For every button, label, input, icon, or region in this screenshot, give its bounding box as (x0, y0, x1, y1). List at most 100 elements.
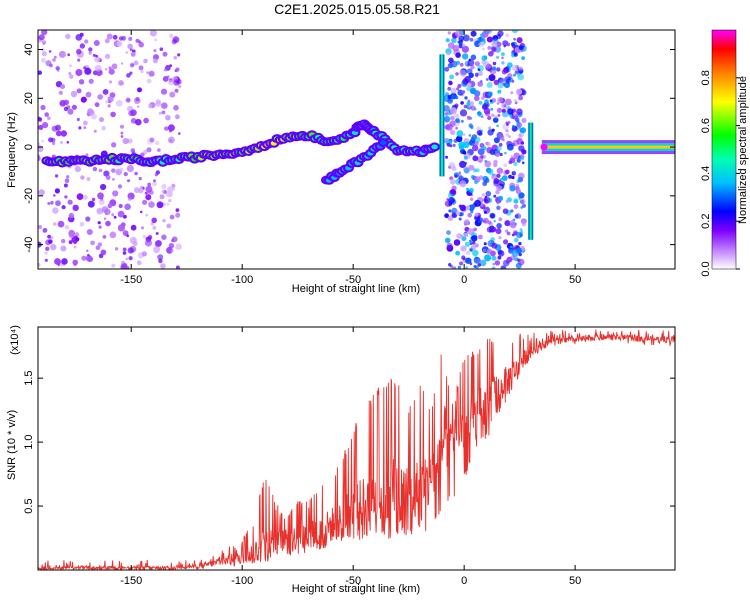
noise-blob (444, 66, 450, 72)
noise-blob (469, 101, 475, 106)
noise-blob (459, 109, 468, 117)
noise-blob (459, 62, 464, 67)
noise-blob (459, 261, 464, 266)
snr-y-label: SNR (10 * v/v) (6, 410, 18, 480)
noise-blob (501, 61, 505, 65)
x-tick-label: -50 (345, 274, 361, 286)
noise-blob (452, 45, 460, 52)
noise-blob (450, 179, 456, 185)
noise-blob (510, 110, 513, 113)
noise-blob (38, 117, 43, 122)
noise-blob (447, 63, 453, 69)
noise-blob (516, 231, 523, 239)
noise-blob (449, 107, 457, 115)
noise-blob (521, 117, 527, 123)
noise-blob (122, 138, 129, 145)
noise-blob (454, 174, 458, 178)
noise-blob (498, 250, 505, 257)
noise-blob (462, 43, 466, 47)
noise-blob (68, 72, 72, 75)
noise-blob (97, 208, 102, 213)
noise-blob (469, 248, 473, 252)
noise-blob (501, 52, 505, 56)
noise-blob (127, 247, 134, 254)
noise-blob (60, 130, 67, 137)
noise-blob (38, 263, 41, 267)
noise-blob (456, 233, 463, 239)
noise-blob (444, 237, 451, 244)
noise-blob (139, 210, 143, 214)
noise-blob (513, 98, 518, 103)
noise-blob (455, 72, 459, 76)
noise-blob (105, 175, 111, 181)
noise-blob (509, 157, 516, 164)
noise-blob (118, 203, 123, 209)
noise-blob (83, 66, 86, 70)
spectrogram-y-label: Frequency (Hz) (6, 112, 18, 188)
noise-blob (465, 266, 469, 269)
noise-blob (490, 250, 496, 257)
noise-blob (169, 64, 173, 68)
noise-blob (66, 175, 70, 179)
noise-blob (130, 224, 137, 231)
noise-blob (169, 33, 174, 38)
noise-blob (42, 122, 49, 129)
noise-blob (66, 141, 70, 144)
noise-blob (477, 68, 481, 71)
noise-blob (496, 55, 500, 60)
noise-region (443, 30, 527, 269)
noise-blob (507, 76, 512, 81)
noise-blob (463, 232, 469, 238)
noise-blob (470, 174, 475, 180)
noise-blob (94, 102, 100, 108)
noise-blob (44, 112, 49, 117)
noise-blob (64, 225, 70, 230)
noise-blob (482, 103, 489, 110)
colorbar-ticks: 0.0 0.2 0.4 0.6 0.8 (700, 70, 740, 277)
noise-blob (122, 230, 129, 237)
noise-blob (511, 30, 519, 34)
noise-blob (454, 113, 460, 119)
noise-blob (167, 124, 175, 132)
noise-blob (485, 190, 492, 197)
noise-blob (490, 107, 494, 111)
noise-blob (136, 105, 140, 108)
noise-blob (81, 255, 87, 261)
noise-blob (155, 140, 160, 146)
noise-blob (114, 247, 119, 251)
noise-blob (122, 251, 127, 255)
noise-blob (502, 82, 506, 87)
noise-blob (462, 150, 467, 155)
noise-blob (138, 65, 144, 71)
noise-blob (492, 66, 497, 71)
noise-blob (513, 73, 516, 77)
noise-blob (448, 57, 454, 64)
noise-blob (104, 67, 108, 71)
noise-blob (501, 102, 508, 109)
noise-blob (52, 58, 56, 62)
noise-blob (466, 187, 470, 191)
noise-blob (508, 174, 513, 179)
noise-blob (507, 121, 511, 124)
noise-blob (138, 176, 142, 181)
noise-blob (495, 228, 502, 235)
noise-blob (462, 133, 466, 137)
noise-blob (445, 48, 452, 55)
noise-blob (93, 129, 97, 133)
noise-blob (496, 167, 504, 174)
noise-blob (178, 84, 182, 89)
noise-blob (519, 127, 527, 134)
noise-blob (503, 239, 509, 245)
colorbar-tick-label: 0.6 (700, 118, 712, 133)
noise-blob (488, 74, 496, 82)
noise-blob (484, 159, 488, 163)
noise-blob (50, 137, 56, 143)
noise-blob (484, 160, 492, 168)
noise-blob (134, 171, 138, 176)
noise-blob (67, 108, 74, 115)
noise-blob (87, 200, 95, 208)
noise-blob (446, 198, 449, 201)
noise-blob (468, 164, 475, 171)
noise-blob (90, 240, 95, 246)
